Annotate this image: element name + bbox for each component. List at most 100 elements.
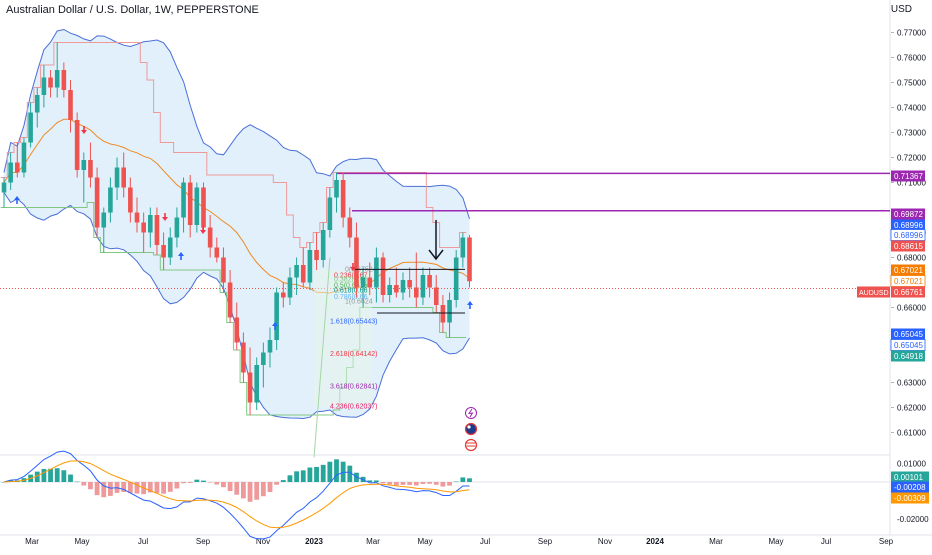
candle-body bbox=[427, 275, 432, 288]
macd-histogram-bar bbox=[267, 482, 273, 492]
candle-body bbox=[207, 227, 213, 248]
macd-histogram-bar bbox=[427, 482, 432, 484]
candle bbox=[94, 167, 100, 238]
candle-body bbox=[15, 162, 20, 173]
price-tick-label: 0.75000 bbox=[897, 79, 926, 88]
price-axis-label-text: 0.67021 bbox=[894, 277, 923, 286]
macd-histogram-bar bbox=[187, 482, 193, 483]
macd-histogram-bar bbox=[420, 482, 426, 484]
signal-down-arrow bbox=[200, 226, 206, 234]
candle-body bbox=[194, 187, 200, 225]
macd-histogram-bar bbox=[447, 482, 452, 486]
candle-body bbox=[101, 212, 107, 228]
candle-body bbox=[374, 257, 379, 288]
candle bbox=[387, 277, 392, 303]
candle bbox=[407, 267, 412, 298]
fib-level-label: 2.618(0.64142) bbox=[330, 351, 377, 358]
macd-histogram-bar bbox=[300, 470, 306, 482]
candle-body bbox=[281, 292, 286, 298]
candle bbox=[394, 267, 399, 298]
annotation-arrow-head bbox=[428, 249, 444, 261]
candle-body bbox=[174, 217, 180, 238]
candle bbox=[214, 237, 220, 263]
macd-signal-line bbox=[3, 460, 470, 529]
candle bbox=[327, 187, 333, 238]
osc-axis-label-text: -0.00208 bbox=[894, 483, 926, 492]
macd-histogram-bar bbox=[214, 482, 220, 485]
candle bbox=[380, 252, 386, 303]
candle-body bbox=[114, 167, 120, 188]
time-tick-label: 2024 bbox=[646, 537, 664, 546]
candle-body bbox=[267, 340, 273, 353]
candle bbox=[8, 152, 13, 190]
macd-histogram-bar bbox=[440, 482, 446, 487]
candle bbox=[28, 102, 33, 148]
candle-body bbox=[41, 77, 47, 95]
macd-histogram-bar bbox=[194, 479, 200, 482]
candle-body bbox=[201, 187, 206, 228]
macd-histogram-bar bbox=[174, 482, 180, 489]
bollinger-basis bbox=[3, 118, 470, 294]
macd-histogram-bar bbox=[121, 482, 127, 493]
candle-body bbox=[68, 90, 73, 120]
macd-histogram-bar bbox=[81, 482, 87, 486]
candle bbox=[367, 262, 373, 295]
price-axis-label: 0.68996 bbox=[891, 219, 925, 231]
macd-histogram-bar bbox=[147, 482, 153, 493]
time-tick-label: Jul bbox=[480, 537, 490, 546]
candle bbox=[101, 207, 107, 253]
macd-histogram-bar bbox=[201, 480, 206, 482]
macd-histogram-bar bbox=[247, 482, 253, 502]
candle bbox=[221, 247, 226, 293]
candle bbox=[74, 112, 80, 178]
candle-body bbox=[367, 277, 373, 288]
macd-histogram-bar bbox=[1, 482, 7, 483]
candle bbox=[354, 222, 359, 298]
candle-body bbox=[334, 180, 339, 198]
price-axis-label-text: 0.68615 bbox=[894, 242, 923, 251]
candle bbox=[34, 87, 40, 128]
chart-title: Australian Dollar / U.S. Dollar, 1W, PEP… bbox=[6, 4, 259, 16]
price-tick-label: 0.66000 bbox=[897, 304, 926, 313]
candle-body bbox=[380, 257, 386, 295]
candle-body bbox=[327, 197, 333, 230]
candle bbox=[121, 152, 126, 198]
candle-body bbox=[214, 247, 220, 258]
time-tick-label: Sep bbox=[538, 537, 553, 546]
candle bbox=[15, 142, 20, 178]
fib-level-label: 0.236(0.67 bbox=[334, 272, 368, 279]
signal-down-arrow bbox=[350, 263, 356, 271]
signal-down-arrow bbox=[162, 213, 168, 221]
macd-histogram-bar bbox=[88, 482, 93, 490]
candle bbox=[161, 232, 166, 270]
candle bbox=[460, 232, 466, 268]
macd-histogram-bar bbox=[393, 482, 399, 486]
candle bbox=[447, 292, 452, 338]
macd-histogram-bar bbox=[254, 482, 260, 500]
candle-body bbox=[141, 222, 146, 233]
macd-histogram-bar bbox=[108, 482, 113, 496]
macd-histogram-bar bbox=[101, 482, 107, 498]
price-axis-label: 0.69872 bbox=[891, 208, 925, 220]
candle-body bbox=[167, 237, 173, 258]
candle bbox=[314, 232, 319, 270]
macd-histogram-bar bbox=[34, 471, 40, 482]
price-axis-label-text: 0.67021 bbox=[894, 266, 923, 275]
macd-histogram-bar bbox=[207, 482, 213, 483]
price-tick-label: 0.77000 bbox=[897, 29, 926, 38]
candle bbox=[427, 267, 432, 298]
candle bbox=[201, 182, 206, 233]
macd-histogram-bar bbox=[154, 482, 160, 494]
candle-body bbox=[1, 182, 7, 193]
candle-body bbox=[254, 365, 259, 403]
candle-body bbox=[247, 372, 253, 403]
price-axis-label-text: 0.71367 bbox=[894, 172, 923, 181]
macd-histogram-bar bbox=[287, 475, 293, 482]
macd-histogram-bar bbox=[181, 482, 186, 484]
price-tick-label: 0.74000 bbox=[897, 104, 926, 113]
time-tick-label: Mar bbox=[366, 537, 380, 546]
channel-upper bbox=[0, 42, 467, 248]
signal-up-arrow bbox=[178, 252, 184, 260]
